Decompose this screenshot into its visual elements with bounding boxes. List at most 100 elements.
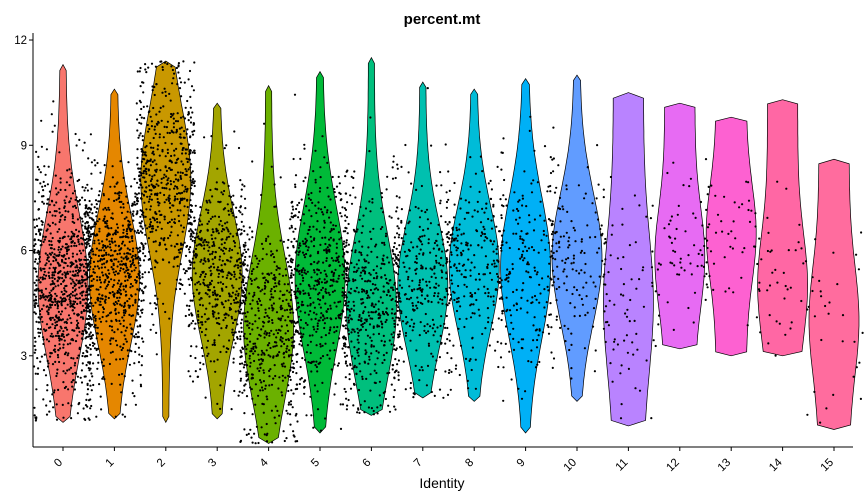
data-point [154, 240, 157, 243]
data-point [62, 297, 65, 300]
data-point [512, 304, 516, 307]
data-point [398, 330, 401, 333]
data-point [331, 290, 334, 293]
data-point [144, 151, 147, 154]
data-point [129, 260, 132, 263]
data-point [96, 265, 99, 268]
data-point [411, 329, 414, 332]
data-point [210, 135, 213, 138]
data-point [170, 65, 173, 68]
data-point [99, 171, 102, 174]
data-point [489, 197, 493, 201]
data-point [295, 295, 298, 299]
data-point [71, 385, 74, 388]
data-point [264, 285, 267, 288]
data-point [166, 221, 169, 225]
data-point [529, 276, 533, 279]
data-point [104, 287, 107, 290]
data-point [82, 249, 85, 252]
data-point [502, 205, 505, 208]
data-point [245, 395, 249, 398]
data-point [258, 363, 261, 366]
data-point [223, 313, 226, 316]
data-point [430, 390, 433, 394]
data-point [494, 349, 497, 352]
data-point [524, 390, 527, 393]
data-point [269, 355, 272, 358]
data-point [113, 199, 116, 202]
data-point [328, 250, 331, 253]
data-point [72, 205, 75, 208]
data-point [97, 310, 100, 313]
data-point [345, 262, 349, 265]
data-point [360, 320, 363, 323]
data-point [473, 209, 476, 212]
data-point [150, 62, 154, 65]
data-point [142, 216, 145, 219]
data-point [299, 378, 302, 381]
data-point [184, 254, 188, 257]
data-point [402, 240, 405, 243]
data-point [141, 135, 144, 138]
data-point [39, 317, 42, 320]
data-point [183, 190, 186, 193]
data-point [394, 300, 397, 303]
data-point [259, 389, 262, 392]
data-point [174, 185, 177, 188]
data-point [241, 362, 244, 365]
data-point [95, 203, 98, 206]
data-point [402, 243, 405, 246]
data-point [57, 239, 60, 242]
data-point [350, 318, 353, 321]
data-point [69, 197, 73, 200]
data-point [388, 215, 391, 218]
data-point [86, 383, 89, 387]
data-point [541, 331, 545, 334]
data-point [202, 270, 205, 273]
data-point [320, 288, 323, 292]
data-point [41, 221, 44, 224]
data-point [219, 407, 222, 410]
data-point [313, 260, 316, 264]
data-point [372, 333, 375, 336]
data-point [43, 238, 46, 241]
data-point [188, 251, 191, 254]
data-point [240, 273, 243, 276]
data-point [245, 352, 248, 355]
data-point [492, 303, 495, 306]
data-point [173, 154, 176, 157]
data-point [112, 271, 115, 274]
data-point [80, 311, 83, 314]
data-point [521, 289, 524, 292]
data-point [321, 319, 325, 322]
data-point [233, 389, 236, 393]
data-point [517, 248, 521, 251]
data-point [129, 286, 132, 289]
data-point [257, 307, 260, 310]
data-point [104, 221, 107, 224]
data-point [366, 296, 369, 300]
data-point [456, 247, 459, 250]
data-point [190, 163, 193, 166]
data-point [295, 240, 298, 243]
data-point [414, 261, 417, 264]
data-point [549, 302, 552, 305]
data-point [242, 284, 246, 287]
data-point [294, 214, 297, 217]
data-point [144, 224, 147, 227]
data-point [510, 378, 513, 381]
data-point [221, 249, 225, 252]
data-point [187, 222, 190, 225]
data-point [500, 216, 503, 220]
data-point [70, 282, 73, 285]
data-point [264, 311, 267, 314]
data-point [152, 146, 155, 149]
data-point [251, 230, 254, 233]
data-point [527, 263, 530, 266]
data-point [236, 252, 239, 255]
data-point [220, 230, 223, 233]
data-point [363, 411, 366, 414]
data-point [91, 284, 95, 287]
data-point [116, 253, 119, 256]
data-point [199, 273, 203, 276]
